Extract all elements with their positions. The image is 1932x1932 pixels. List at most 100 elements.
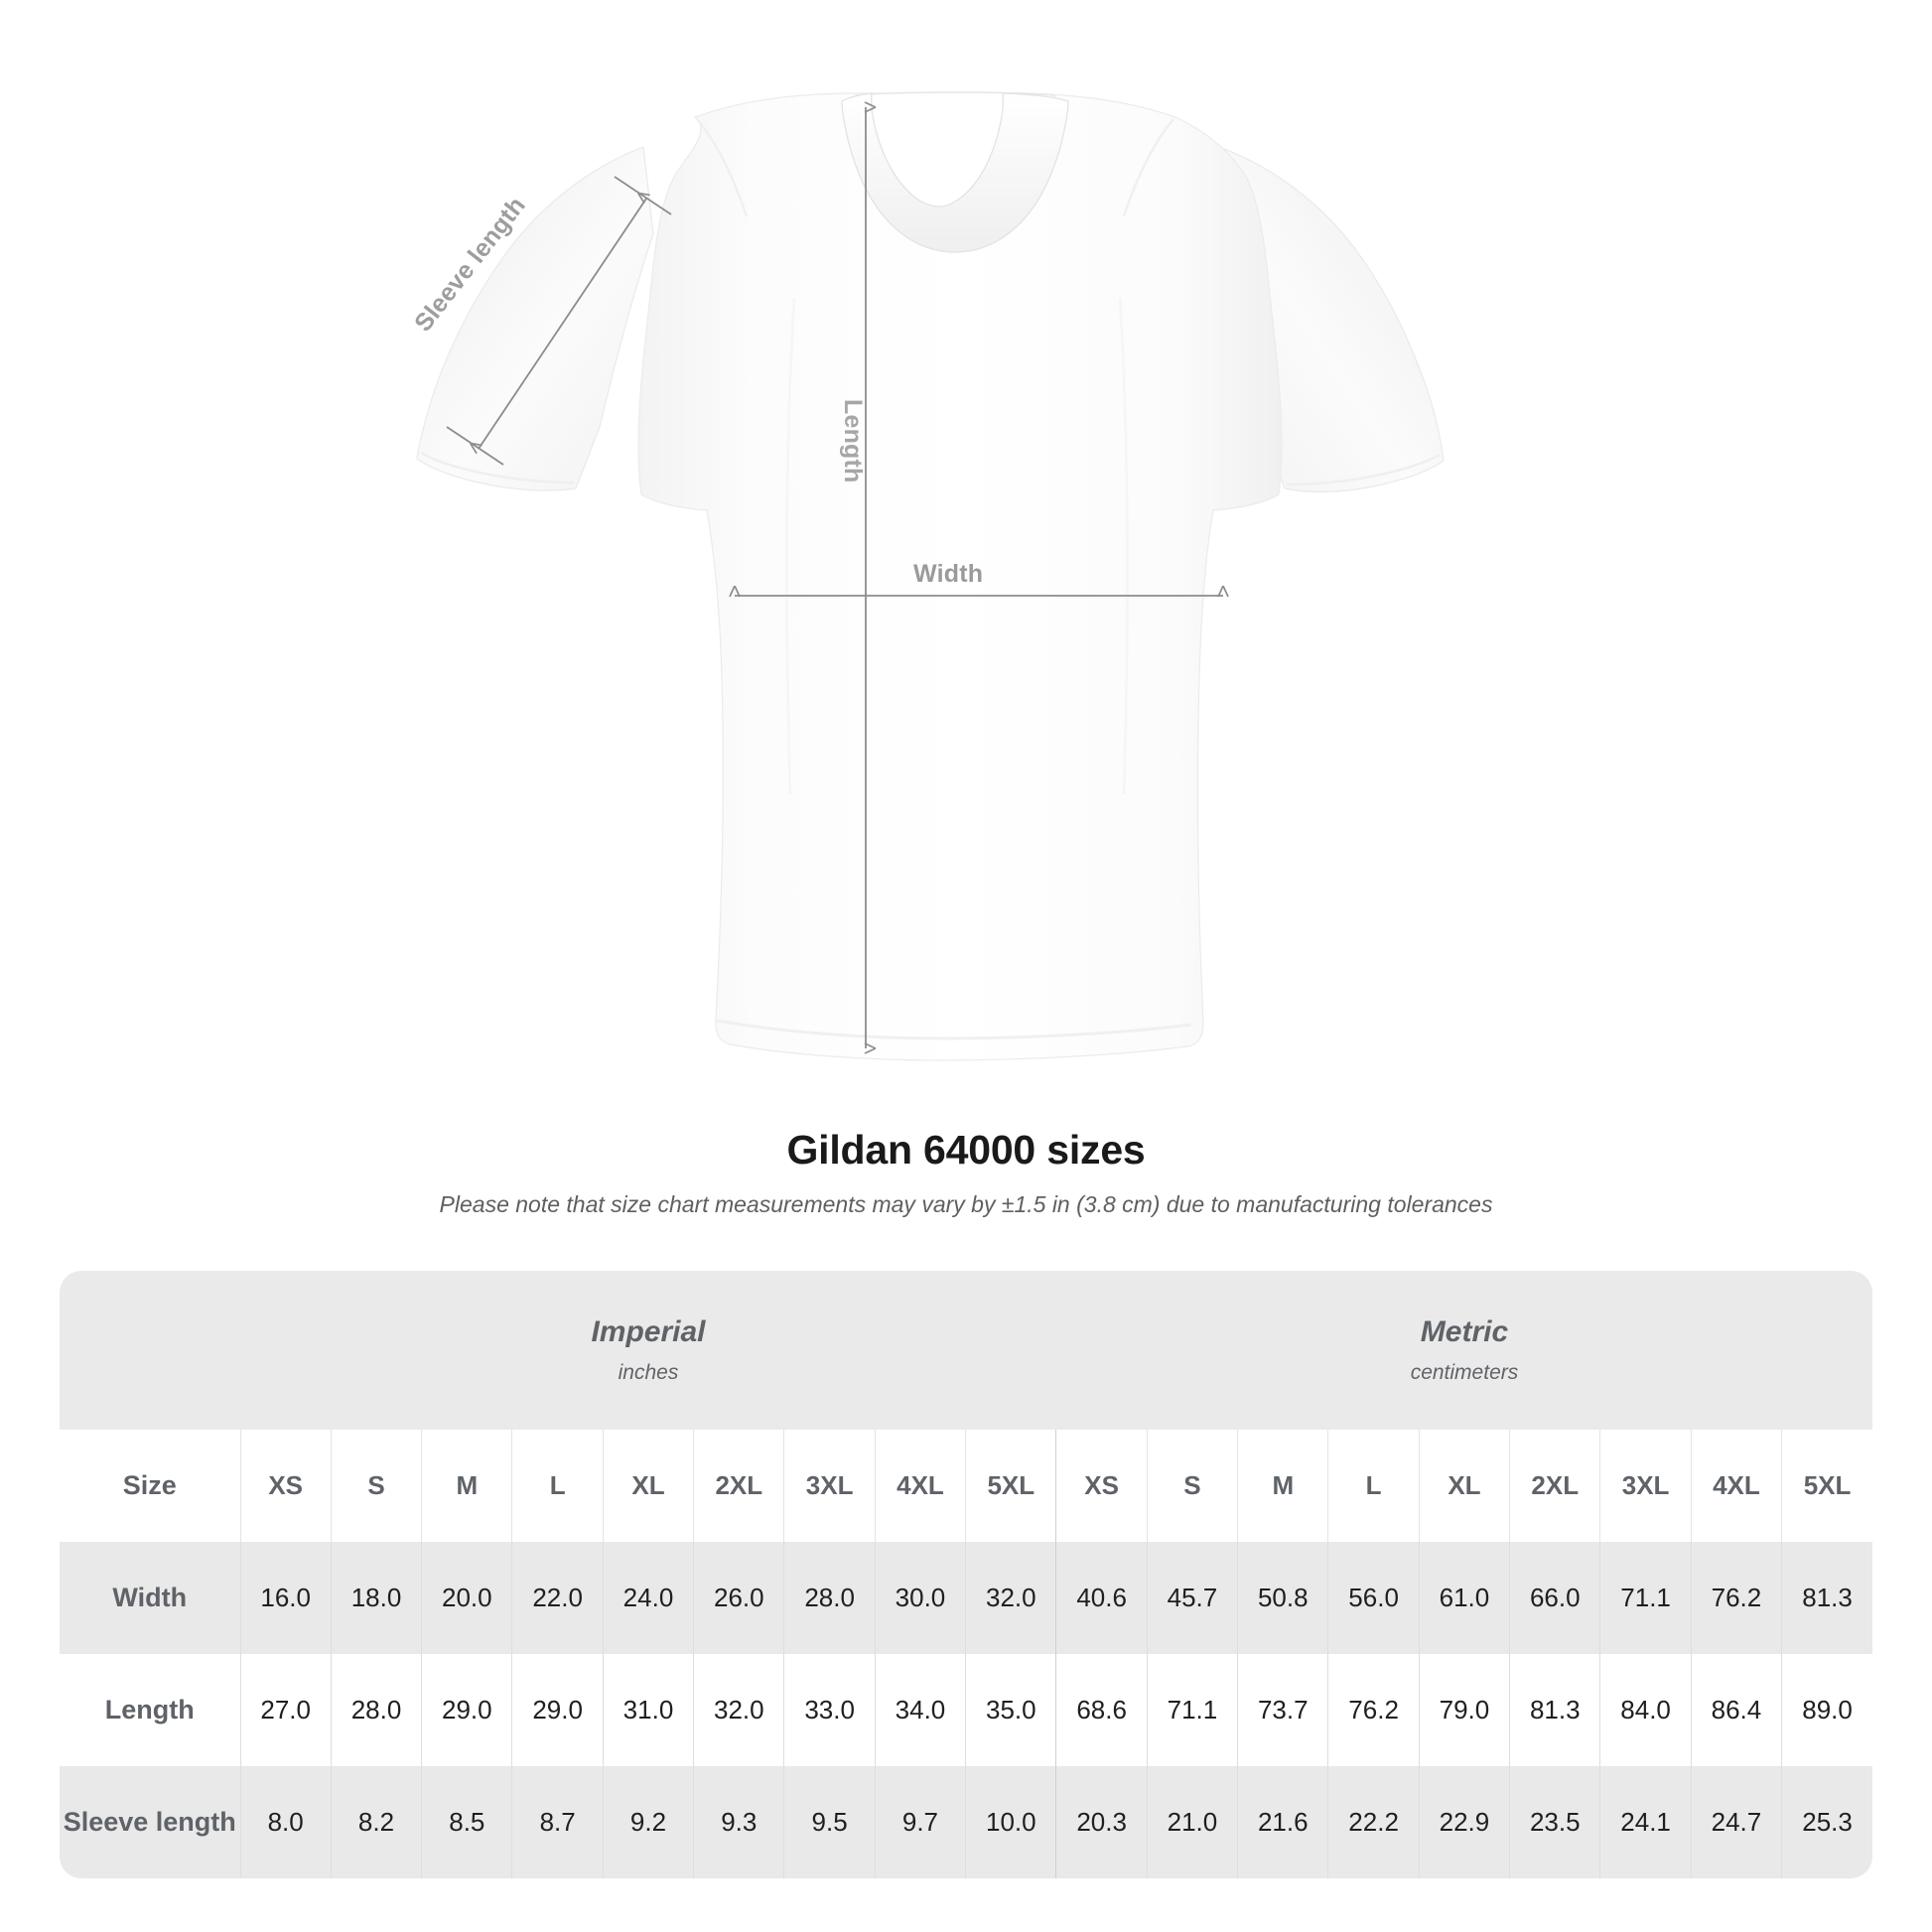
cell-width-imperial-2xl: 26.0 — [693, 1542, 784, 1654]
size-chart-table-container: Imperial inches Metric centimeters Size XS S M L… — [60, 1271, 1872, 1878]
size-header-metric-3xl: 3XL — [1599, 1430, 1692, 1542]
cell-length-imperial-5xl: 35.0 — [965, 1654, 1056, 1766]
size-header-metric-4xl: 4XL — [1690, 1430, 1782, 1542]
cell-length-imperial-l: 29.0 — [511, 1654, 604, 1766]
cell-length-imperial-s: 28.0 — [330, 1654, 422, 1766]
cell-length-metric-xs: 68.6 — [1055, 1654, 1148, 1766]
sleeve-length-dimension — [446, 176, 672, 466]
cell-length-imperial-xs: 27.0 — [239, 1654, 332, 1766]
cell-length-imperial-m: 29.0 — [421, 1654, 512, 1766]
cell-width-imperial-3xl: 28.0 — [783, 1542, 876, 1654]
metric-unit-header-name: Metric — [1420, 1315, 1509, 1348]
size-header-metric-5xl: 5XL — [1781, 1430, 1872, 1542]
cell-sleeve-length-imperial-3xl: 9.5 — [783, 1766, 876, 1878]
table-row: Sleeve length 8.0 8.2 8.5 8.7 9.2 9.3 9.5 9.7 10.… — [60, 1766, 1872, 1878]
size-header-metric-xl: XL — [1418, 1430, 1510, 1542]
cell-width-imperial-m: 20.0 — [421, 1542, 512, 1654]
cell-width-metric-s: 45.7 — [1146, 1542, 1238, 1654]
imperial-unit-header-name: Imperial — [591, 1315, 706, 1348]
cell-length-metric-3xl: 84.0 — [1599, 1654, 1692, 1766]
left-shoulder-seam — [696, 118, 749, 217]
size-header-metric-m: M — [1237, 1430, 1328, 1542]
cell-length-imperial-xl: 31.0 — [602, 1654, 694, 1766]
cell-sleeve-length-imperial-5xl: 10.0 — [965, 1766, 1056, 1878]
cell-width-metric-xs: 40.6 — [1055, 1542, 1148, 1654]
cell-length-metric-xl: 79.0 — [1418, 1654, 1510, 1766]
size-chart-table: Imperial inches Metric centimeters Size XS S M L… — [60, 1271, 1872, 1878]
cell-length-metric-m: 73.7 — [1237, 1654, 1328, 1766]
cell-width-metric-2xl: 66.0 — [1509, 1542, 1600, 1654]
cell-length-imperial-3xl: 33.0 — [783, 1654, 876, 1766]
imperial-unit-header-subtitle: inches — [618, 1361, 679, 1384]
cell-length-imperial-4xl: 34.0 — [874, 1654, 966, 1766]
page-title: Gildan 64000 sizes — [786, 1127, 1146, 1173]
collar-ribbing — [841, 92, 1069, 253]
cell-width-imperial-l: 22.0 — [511, 1542, 604, 1654]
row-label-sleeve-length: Sleeve length — [60, 1766, 240, 1878]
size-header-imperial-2xl: 2XL — [693, 1430, 784, 1542]
cell-sleeve-length-metric-4xl: 24.7 — [1690, 1766, 1782, 1878]
right-shoulder-seam — [1122, 118, 1174, 217]
size-header-metric-s: S — [1146, 1430, 1238, 1542]
table-row: Width 16.0 18.0 20.0 22.0 24.0 26.0 28.0 30.0 32.… — [60, 1542, 1872, 1654]
row-label-length: Length — [60, 1654, 240, 1766]
size-row-label: Size — [60, 1430, 240, 1542]
size-header-row: Size XS S M L XL 2XL 3XL 4XL 5XL XS S M L XL 2XL 3XL 4XL 5… — [60, 1430, 1872, 1542]
cell-sleeve-length-imperial-2xl: 9.3 — [693, 1766, 784, 1878]
left-sleeve — [416, 146, 654, 491]
tolerance-note: Please note that size chart measurements… — [439, 1191, 1493, 1217]
size-header-imperial-m: M — [421, 1430, 512, 1542]
imperial-unit-header: Imperial inches — [240, 1271, 1056, 1430]
cell-sleeve-length-imperial-s: 8.2 — [330, 1766, 422, 1878]
unit-header-row: Imperial inches Metric centimeters — [60, 1271, 1872, 1430]
tshirt-diagram: Sleeve length Length Width — [409, 91, 1445, 1061]
cell-length-metric-s: 71.1 — [1146, 1654, 1238, 1766]
cell-sleeve-length-metric-5xl: 25.3 — [1781, 1766, 1872, 1878]
cell-length-metric-l: 76.2 — [1327, 1654, 1420, 1766]
size-header-metric-l: L — [1327, 1430, 1420, 1542]
sleeve-tick-top — [614, 176, 672, 215]
body-fold-right — [1118, 297, 1129, 795]
cell-length-metric-2xl: 81.3 — [1509, 1654, 1600, 1766]
length-dimension-label: Length — [839, 399, 867, 483]
size-header-metric-2xl: 2XL — [1509, 1430, 1600, 1542]
cell-width-imperial-4xl: 30.0 — [874, 1542, 966, 1654]
cell-width-metric-l: 56.0 — [1327, 1542, 1420, 1654]
cell-sleeve-length-imperial-l: 8.7 — [511, 1766, 604, 1878]
size-header-imperial-s: S — [330, 1430, 422, 1542]
size-header-imperial-l: L — [511, 1430, 604, 1542]
cell-length-imperial-2xl: 32.0 — [693, 1654, 784, 1766]
cell-width-metric-3xl: 71.1 — [1599, 1542, 1692, 1654]
size-header-metric-xs: XS — [1055, 1430, 1148, 1542]
cell-width-metric-4xl: 76.2 — [1690, 1542, 1782, 1654]
cell-width-imperial-xs: 16.0 — [239, 1542, 332, 1654]
metric-unit-header: Metric centimeters — [1055, 1271, 1872, 1430]
cell-width-imperial-5xl: 32.0 — [965, 1542, 1056, 1654]
cell-width-metric-5xl: 81.3 — [1781, 1542, 1872, 1654]
metric-unit-header-subtitle: centimeters — [1410, 1361, 1519, 1384]
title-block: Gildan 64000 sizes Please note that size… — [0, 1127, 1932, 1218]
cell-length-metric-4xl: 86.4 — [1690, 1654, 1782, 1766]
cell-sleeve-length-imperial-xl: 9.2 — [602, 1766, 694, 1878]
row-label-width: Width — [60, 1542, 240, 1654]
cell-sleeve-length-metric-s: 21.0 — [1146, 1766, 1238, 1878]
cell-sleeve-length-metric-l: 22.2 — [1327, 1766, 1420, 1878]
tshirt-illustration-svg — [416, 91, 1445, 1061]
left-sleeve-hem — [420, 451, 575, 484]
bottom-hem — [716, 1019, 1192, 1040]
size-header-imperial-xl: XL — [602, 1430, 694, 1542]
size-header-imperial-4xl: 4XL — [874, 1430, 966, 1542]
sleeve-tick-bottom — [446, 426, 504, 466]
cell-sleeve-length-metric-xl: 22.9 — [1418, 1766, 1510, 1878]
size-header-imperial-5xl: 5XL — [965, 1430, 1056, 1542]
cell-sleeve-length-metric-2xl: 23.5 — [1509, 1766, 1600, 1878]
cell-sleeve-length-imperial-m: 8.5 — [421, 1766, 512, 1878]
right-sleeve-hem — [1286, 453, 1441, 486]
size-header-imperial-3xl: 3XL — [783, 1430, 876, 1542]
table-row: Length 27.0 28.0 29.0 29.0 31.0 32.0 33.0 34.0 35… — [60, 1654, 1872, 1766]
body-fold-left — [785, 297, 796, 795]
cell-width-metric-m: 50.8 — [1237, 1542, 1328, 1654]
cell-width-metric-xl: 61.0 — [1418, 1542, 1510, 1654]
cell-sleeve-length-imperial-4xl: 9.7 — [874, 1766, 966, 1878]
cell-sleeve-length-metric-3xl: 24.1 — [1599, 1766, 1692, 1878]
